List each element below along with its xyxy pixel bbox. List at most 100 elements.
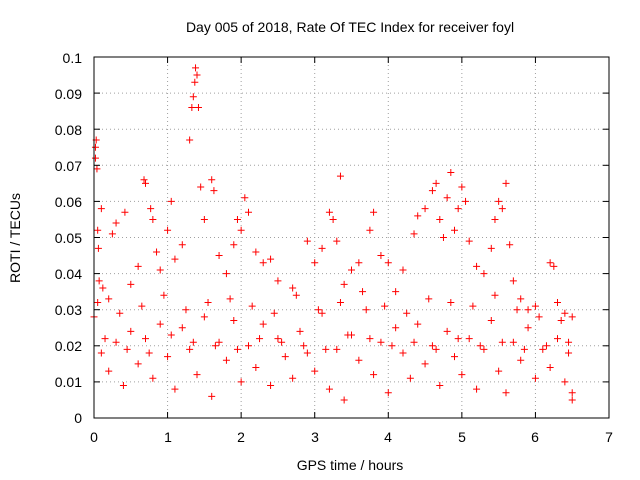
data-point	[362, 306, 370, 314]
data-point	[565, 338, 573, 346]
data-point	[191, 78, 199, 86]
data-point	[192, 64, 200, 72]
data-point	[513, 306, 521, 314]
y-tick-label: 0.05	[55, 230, 82, 246]
data-point	[454, 335, 462, 343]
data-point	[156, 320, 164, 328]
data-point	[233, 215, 241, 223]
data-point	[554, 335, 561, 343]
data-point	[296, 327, 304, 335]
data-point	[336, 172, 344, 180]
data-point	[469, 302, 477, 310]
data-point	[186, 345, 194, 353]
data-point	[370, 371, 378, 379]
data-point	[381, 302, 389, 310]
data-point	[211, 342, 219, 350]
data-point	[278, 338, 286, 346]
data-point	[222, 270, 230, 278]
data-point	[189, 338, 197, 346]
data-point	[502, 389, 510, 397]
data-point	[245, 208, 252, 216]
data-point	[421, 205, 429, 213]
data-point	[300, 342, 308, 350]
data-point	[188, 104, 196, 112]
data-point	[178, 241, 186, 249]
data-point	[384, 389, 392, 397]
data-point	[210, 187, 218, 195]
data-point	[517, 356, 525, 364]
data-point	[480, 270, 488, 278]
data-point	[487, 244, 495, 252]
data-point	[487, 317, 495, 325]
x-tick-label: 2	[237, 429, 245, 445]
data-point	[425, 295, 433, 303]
data-point	[517, 295, 525, 303]
data-points	[90, 64, 576, 404]
data-point	[164, 353, 172, 361]
data-point	[322, 345, 330, 353]
data-point	[355, 259, 363, 267]
data-point	[495, 197, 503, 205]
y-tick-label: 0.01	[55, 374, 82, 390]
data-point	[436, 382, 444, 390]
data-point	[270, 309, 278, 317]
data-point	[568, 396, 576, 404]
data-point	[274, 277, 282, 285]
data-point	[359, 288, 367, 296]
data-point	[99, 284, 107, 292]
data-point	[204, 298, 212, 306]
data-point	[473, 385, 481, 393]
x-tick-label: 1	[164, 429, 172, 445]
data-point	[465, 335, 473, 343]
y-tick-label: 0.06	[55, 194, 82, 210]
data-point	[237, 378, 245, 386]
data-point	[443, 194, 451, 202]
data-point	[127, 280, 135, 288]
data-point	[289, 284, 297, 292]
data-point	[222, 356, 230, 364]
data-point	[340, 280, 348, 288]
data-point	[119, 382, 127, 390]
y-tick-labels: 0 0.01 0.02 0.03 0.04 0.05 0.06 0.07 0.0…	[55, 50, 82, 426]
data-point	[237, 226, 245, 234]
data-point	[542, 342, 550, 350]
data-point	[160, 291, 168, 299]
data-point	[384, 259, 392, 267]
data-point	[149, 374, 157, 382]
data-point	[303, 237, 311, 245]
data-point	[568, 313, 576, 321]
data-point	[101, 335, 109, 343]
data-point	[281, 353, 289, 361]
data-point	[149, 215, 157, 223]
data-point	[274, 335, 282, 343]
data-point	[561, 309, 569, 317]
data-point	[91, 154, 99, 162]
data-point	[439, 234, 447, 241]
data-point	[97, 349, 105, 357]
data-point	[366, 335, 374, 343]
data-point	[333, 345, 341, 353]
data-point	[230, 317, 238, 325]
data-point	[193, 71, 201, 79]
data-point	[197, 183, 205, 191]
data-point	[186, 136, 194, 144]
data-point	[406, 374, 414, 382]
data-point	[248, 302, 256, 310]
data-point	[153, 248, 161, 256]
data-point	[200, 313, 208, 321]
data-point	[134, 360, 142, 368]
data-point	[414, 320, 422, 328]
y-tick-label: 0.02	[55, 338, 82, 354]
chart-title: Day 005 of 2018, Rate Of TEC Index for r…	[186, 19, 514, 35]
y-tick-label: 0	[74, 410, 82, 426]
y-tick-label: 0.07	[55, 158, 82, 174]
data-point	[403, 309, 411, 317]
x-tick-label: 5	[458, 429, 466, 445]
y-axis-label: ROTI / TECUs	[7, 193, 23, 283]
data-point	[344, 331, 352, 339]
data-point	[167, 197, 175, 205]
data-point	[112, 219, 120, 227]
data-point	[524, 306, 532, 314]
y-tick-label: 0.09	[55, 86, 82, 102]
